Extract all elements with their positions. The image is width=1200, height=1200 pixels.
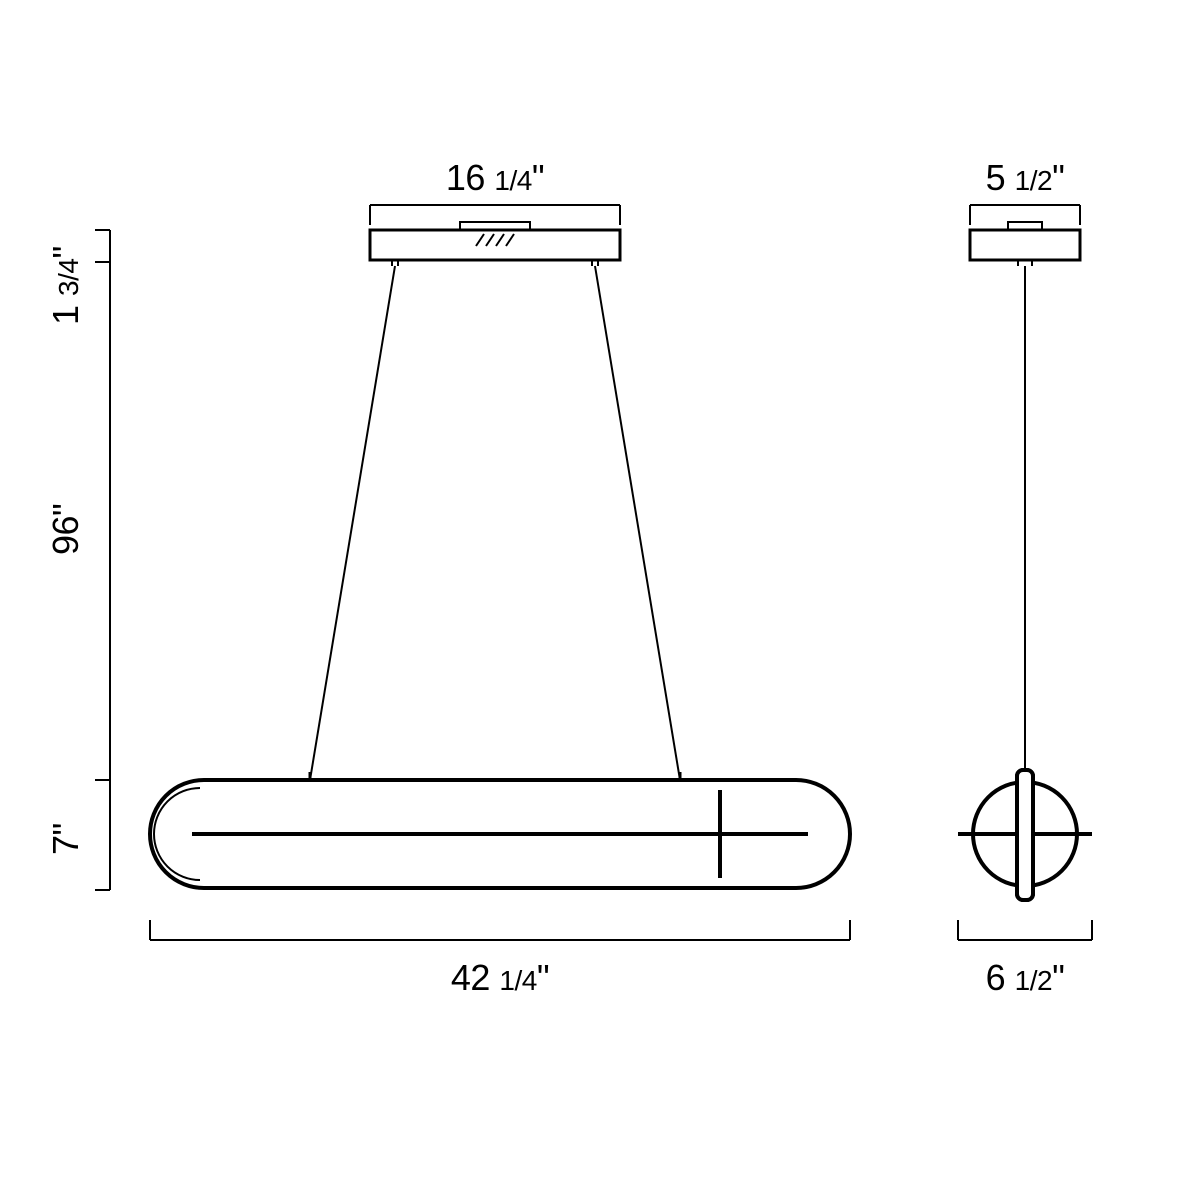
dim-canopy-width-side: 5 1/2" [986, 157, 1065, 198]
dim-canopy-width-front: 16 1/4" [446, 157, 544, 198]
canopy-side [970, 222, 1080, 266]
dim-canopy-height: 1 3/4" [45, 246, 86, 325]
dim-fixture-width-side: 6 1/2" [986, 957, 1065, 998]
cable-right [595, 266, 680, 780]
cable-left [310, 266, 395, 780]
dim-cable-drop: 96" [45, 504, 86, 555]
fixture-front [150, 772, 850, 888]
fixture-side [958, 770, 1092, 900]
canopy-front [370, 222, 620, 266]
dim-fixture-height: 7" [45, 823, 86, 855]
dimension-drawing: 1 3/4" 96" 7" 16 1/4" [0, 0, 1200, 1200]
dim-fixture-width-front: 42 1/4" [451, 957, 549, 998]
